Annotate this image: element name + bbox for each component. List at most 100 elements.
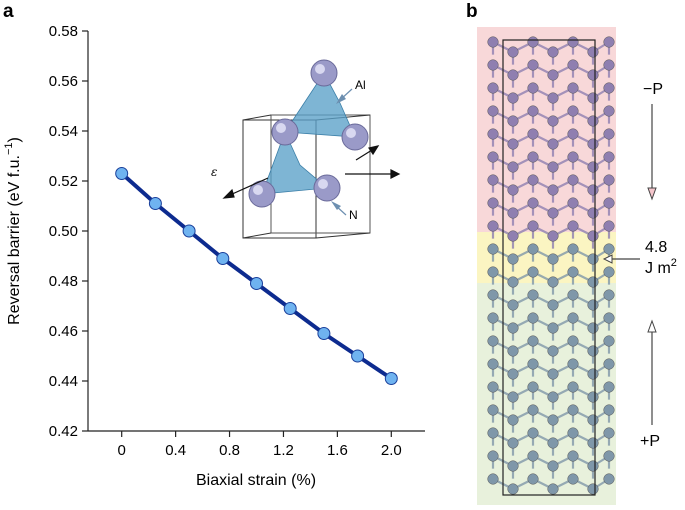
atom <box>487 266 499 278</box>
atom <box>547 299 559 311</box>
atom <box>527 128 539 140</box>
atom <box>587 138 599 150</box>
atom <box>603 404 615 416</box>
x-tick-label: 0.4 <box>165 442 186 459</box>
atom <box>507 391 519 403</box>
atom <box>603 381 615 393</box>
atom <box>487 82 499 94</box>
atom <box>507 253 519 265</box>
atom <box>527 289 539 301</box>
atom <box>603 128 615 140</box>
atom <box>567 36 579 48</box>
atom <box>527 427 539 439</box>
polarization-top-arrow <box>647 104 657 201</box>
data-point <box>216 252 230 265</box>
atom <box>587 46 599 58</box>
x-tick-label: 0 <box>118 442 126 459</box>
atom <box>587 276 599 288</box>
atom <box>487 358 499 370</box>
atom <box>547 460 559 472</box>
atom <box>487 427 499 439</box>
wall-energy-value: 4.8 <box>645 239 667 256</box>
atom <box>507 161 519 173</box>
atom <box>547 46 559 58</box>
atom <box>507 460 519 472</box>
atom <box>587 161 599 173</box>
atom <box>603 105 615 117</box>
atom-lattice <box>487 36 615 495</box>
inset-atoms <box>248 59 369 208</box>
y-axis-label-main: Reversal barrier (eV f.u. <box>6 155 23 325</box>
chart-panel: 0.42 0.44 0.46 0.48 0.50 0.52 0.54 0.56 0.58 0 0.… <box>3 23 425 489</box>
y-tick-label: 0.48 <box>49 273 78 290</box>
atom <box>603 59 615 71</box>
atom <box>487 312 499 324</box>
inset-strain-label: ε <box>211 165 217 179</box>
y-tick-label: 0.46 <box>49 323 78 340</box>
atom <box>567 473 579 485</box>
atom <box>567 335 579 347</box>
inset-structure: Al N ε <box>211 59 401 239</box>
atom <box>547 161 559 173</box>
atom <box>567 174 579 186</box>
atom <box>507 230 519 242</box>
x-axis-ticks: 0 0.4 0.8 1.2 1.6 2.0 <box>118 431 402 459</box>
atom <box>527 82 539 94</box>
atom <box>527 174 539 186</box>
atom <box>527 312 539 324</box>
atom <box>547 483 559 495</box>
y-tick-label: 0.58 <box>49 23 78 40</box>
atom <box>567 59 579 71</box>
atom <box>507 184 519 196</box>
atom <box>487 59 499 71</box>
atom <box>587 115 599 127</box>
atom <box>507 207 519 219</box>
data-point <box>317 327 331 340</box>
atom <box>587 414 599 426</box>
atom <box>507 276 519 288</box>
data-point <box>182 224 196 238</box>
data-point <box>148 197 162 210</box>
panel-b-label: b <box>466 1 478 22</box>
atom <box>587 437 599 449</box>
atom <box>587 322 599 334</box>
atom <box>603 151 615 163</box>
atom <box>547 437 559 449</box>
atom <box>567 450 579 462</box>
inset-n-label: N <box>349 208 358 222</box>
atom <box>527 36 539 48</box>
y-tick-label: 0.54 <box>49 123 78 140</box>
atom <box>507 483 519 495</box>
atom <box>587 299 599 311</box>
wall-energy-unit-main: J m <box>645 260 671 277</box>
data-point <box>250 277 263 290</box>
atom <box>547 276 559 288</box>
data-point <box>283 302 297 315</box>
x-tick-label: 1.6 <box>327 442 348 459</box>
atom <box>507 115 519 127</box>
atom <box>527 335 539 347</box>
data-series <box>115 167 398 385</box>
atom <box>507 414 519 426</box>
atom <box>603 197 615 209</box>
atom <box>487 243 499 255</box>
data-point <box>115 167 129 180</box>
atom <box>567 105 579 117</box>
atom <box>527 358 539 370</box>
atom <box>547 69 559 81</box>
polarization-bottom-label: +P <box>640 433 660 450</box>
atom <box>567 266 579 278</box>
atom <box>487 151 499 163</box>
atom <box>487 289 499 301</box>
polarization-top-label: −P <box>643 81 663 98</box>
data-point <box>384 372 398 385</box>
supercell-box <box>502 39 596 496</box>
atom <box>527 381 539 393</box>
atom <box>603 36 615 48</box>
atom <box>487 381 499 393</box>
y-tick-label: 0.50 <box>49 223 78 240</box>
atom <box>603 312 615 324</box>
wall-energy-unit-sup: 2 <box>671 257 677 269</box>
atom <box>507 46 519 58</box>
atom <box>567 151 579 163</box>
